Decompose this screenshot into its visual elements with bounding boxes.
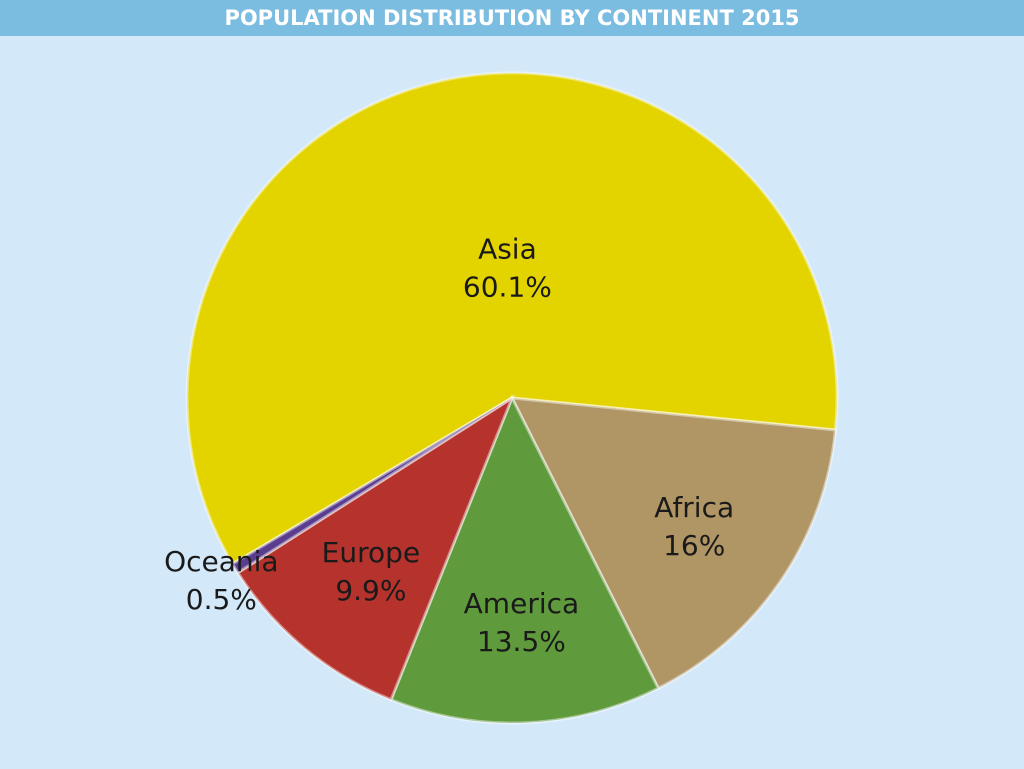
slice-label: Asia <box>478 233 537 266</box>
slice-label: Europe <box>322 536 420 569</box>
value-label: 60.1% <box>463 271 552 304</box>
value-label: 9.9% <box>335 574 406 607</box>
value-label: 13.5% <box>477 625 566 658</box>
pie-slice <box>509 396 838 691</box>
value-label: 16% <box>663 529 725 562</box>
value-label: 0.5% <box>186 583 257 616</box>
pie-slice <box>185 71 839 566</box>
slice-label: America <box>464 587 580 620</box>
pie-slice <box>230 396 513 575</box>
chart-title: POPULATION DISTRIBUTION BY CONTINENT 201… <box>224 6 799 30</box>
pie-slice <box>235 394 516 702</box>
slice-label: Oceania <box>164 545 279 578</box>
pie-slice <box>389 394 661 725</box>
title-bar <box>0 0 1024 36</box>
slice-label: Africa <box>654 491 734 524</box>
